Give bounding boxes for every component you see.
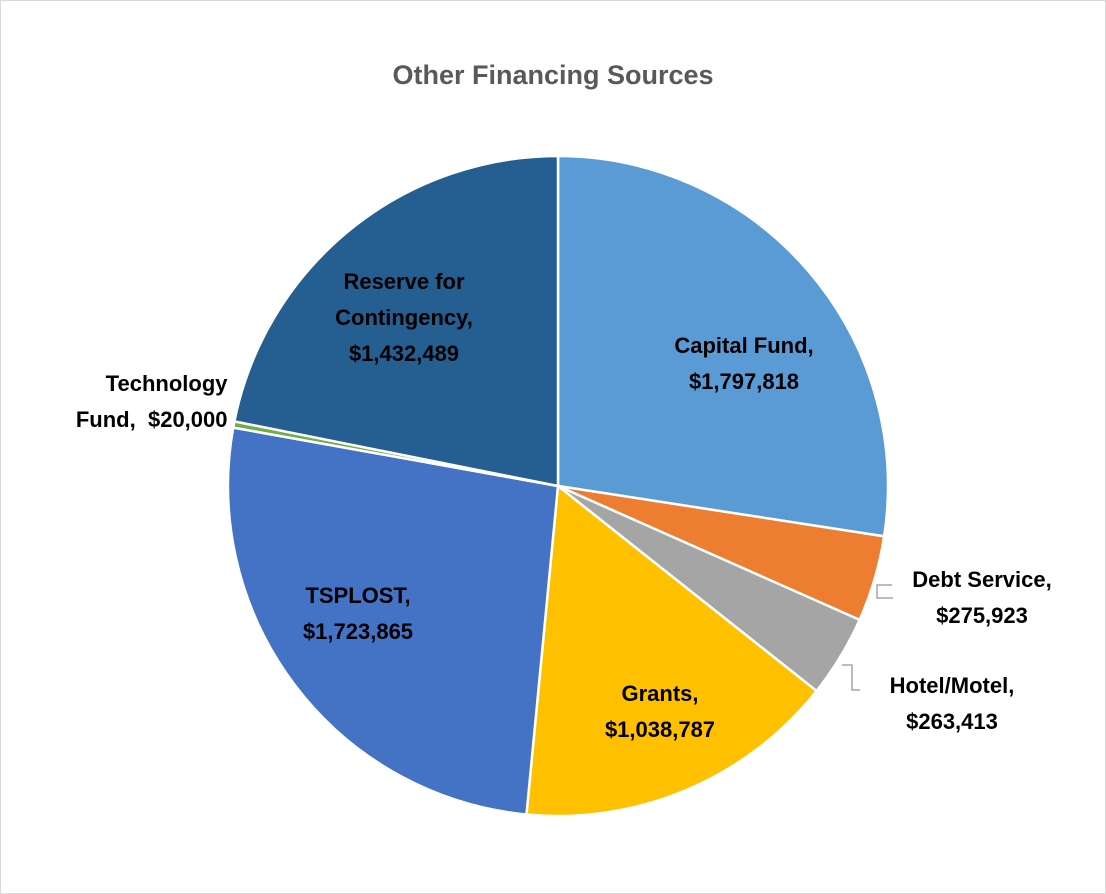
- pie-slice: [556, 154, 890, 538]
- value-label: $1,432,489: [348, 341, 460, 366]
- data-label: Hotel/Motel, $263,413: [852, 668, 1052, 740]
- category-label: Debt Service,: [912, 567, 1052, 592]
- category-label: TSPLOST,: [305, 583, 411, 608]
- data-label: Capital Fund, $1,797,818: [644, 328, 844, 400]
- value-label: $1,038,787: [604, 717, 716, 742]
- category-label: Capital Fund,: [674, 333, 814, 358]
- data-label: Grants, $1,038,787: [560, 676, 760, 748]
- pie-slice: [226, 426, 560, 816]
- chart-title: Other Financing Sources: [392, 60, 714, 90]
- value-label: $20,000: [147, 407, 228, 432]
- pie-slice: [232, 154, 560, 488]
- value-label: $1,723,865: [302, 619, 414, 644]
- value-label: $263,413: [906, 709, 998, 734]
- category-label: Hotel/Motel,: [889, 673, 1015, 698]
- data-label: Technology Fund, $20,000: [63, 366, 228, 438]
- category-label: Grants,: [621, 681, 699, 706]
- value-label: $1,797,818: [688, 369, 800, 394]
- leader-line: [876, 584, 893, 599]
- data-label: Debt Service, $275,923: [882, 562, 1082, 634]
- pie-slice: [525, 483, 819, 818]
- data-label: Reserve for Contingency, $1,432,489: [304, 264, 504, 372]
- value-label: $275,923: [936, 603, 1028, 628]
- leader-line: [842, 664, 860, 691]
- category-label: Reserve for Contingency,: [335, 269, 473, 330]
- category-label: Technology Fund,: [75, 371, 228, 432]
- data-label: TSPLOST, $1,723,865: [258, 578, 458, 650]
